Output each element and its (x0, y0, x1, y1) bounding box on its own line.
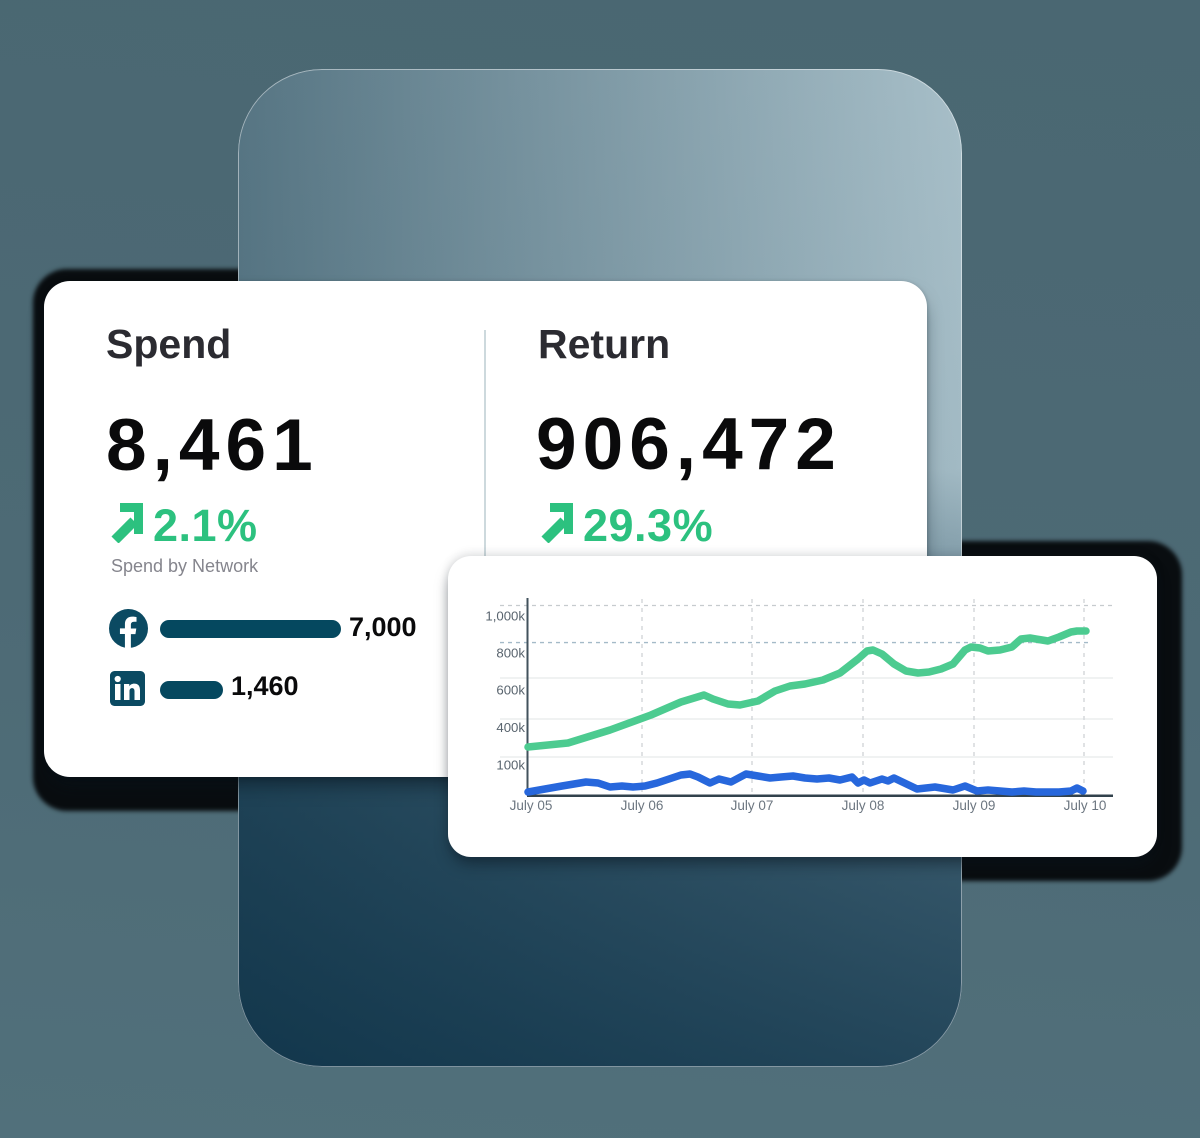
svg-text:July 05: July 05 (510, 798, 553, 813)
svg-text:July 09: July 09 (953, 798, 996, 813)
svg-text:400k: 400k (496, 720, 525, 735)
svg-text:July 06: July 06 (621, 798, 664, 813)
svg-text:1,000k: 1,000k (485, 609, 525, 624)
svg-text:800k: 800k (496, 646, 525, 661)
svg-text:July 10: July 10 (1064, 798, 1107, 813)
svg-text:100k: 100k (496, 758, 525, 773)
svg-text:July 08: July 08 (842, 798, 885, 813)
svg-text:July 07: July 07 (731, 798, 774, 813)
svg-text:600k: 600k (496, 683, 525, 698)
